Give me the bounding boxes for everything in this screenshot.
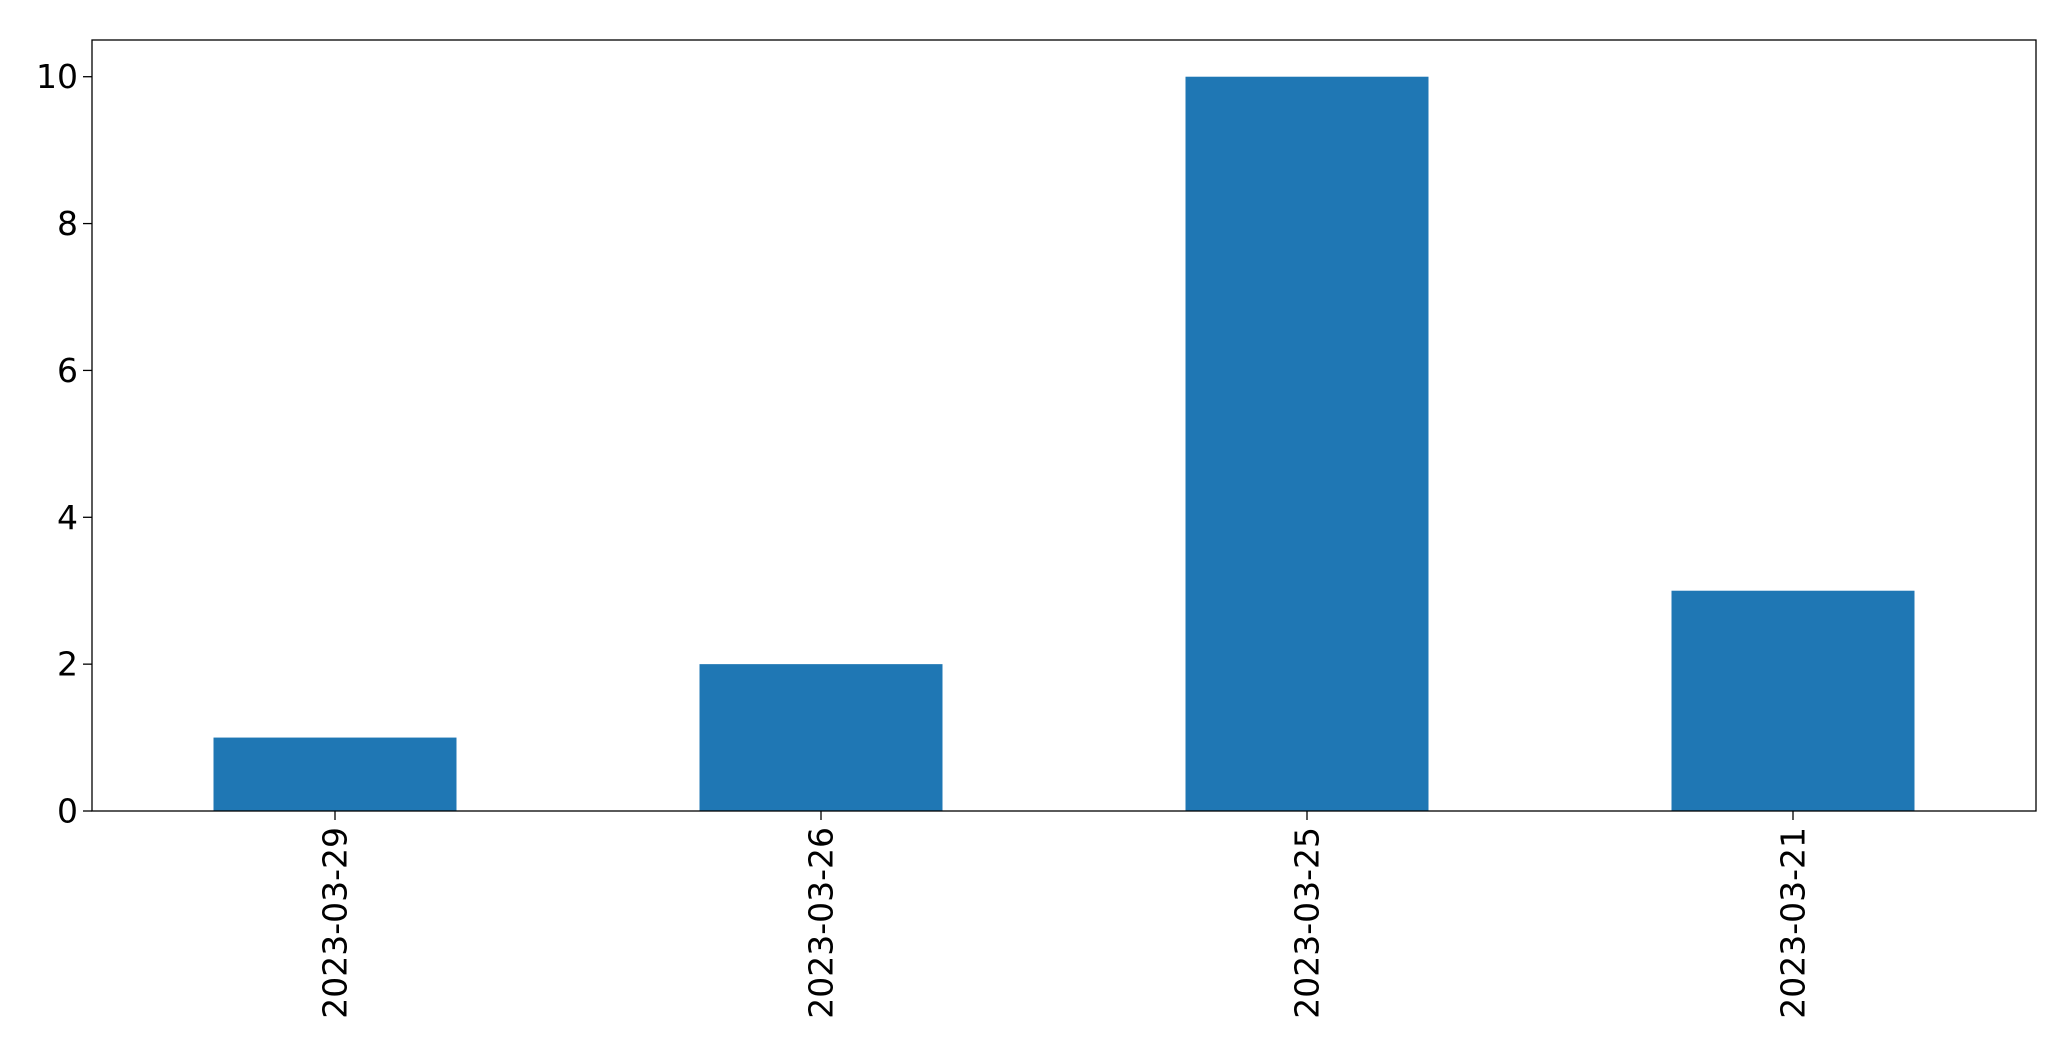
bar-2023-03-25	[1185, 76, 1429, 811]
x-tick-label: 2023-03-25	[1288, 827, 1327, 1019]
x-axis: 2023-03-29 2023-03-26 2023-03-25 2023-03-21	[316, 811, 1813, 1019]
x-tick-label: 2023-03-29	[316, 827, 355, 1019]
bar-2023-03-29	[213, 737, 457, 811]
y-tick-label: 10	[36, 57, 78, 96]
y-tick-label: 2	[57, 645, 78, 684]
x-tick-label: 2023-03-21	[1774, 827, 1813, 1019]
plot-frame	[91, 39, 2037, 812]
y-tick-label: 0	[57, 792, 78, 831]
x-tick-label: 2023-03-26	[802, 827, 841, 1019]
y-tick-label: 4	[57, 498, 78, 537]
bar-2023-03-26	[699, 664, 943, 811]
bars-group	[213, 76, 1915, 811]
bar-2023-03-21	[1671, 590, 1915, 811]
y-axis: 0 2 4 6 8 10	[36, 57, 92, 831]
y-tick-label: 8	[57, 204, 78, 243]
y-tick-label: 6	[57, 351, 78, 390]
